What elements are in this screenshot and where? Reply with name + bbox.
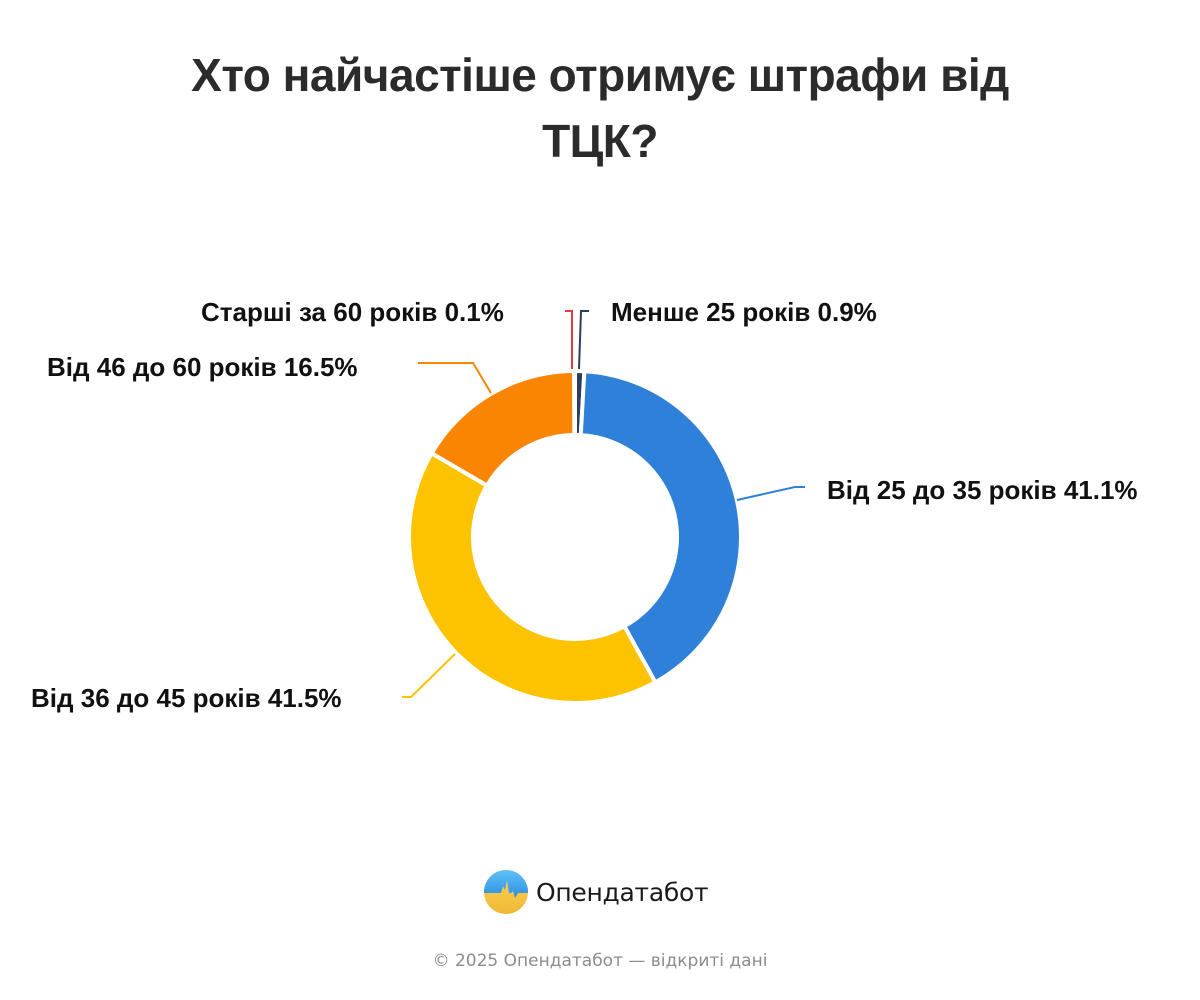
chart-title-line-2: ТЦК?: [542, 115, 658, 167]
label-under-25: Менше 25 років 0.9%: [611, 297, 877, 327]
brand: Опендатабот: [484, 870, 709, 914]
leader-line-46-60: [418, 362, 492, 394]
chart-title-line-1: Хто найчастіше отримує штрафи від: [191, 49, 1009, 101]
leader-line-over60: [565, 310, 573, 369]
label-25-35: Від 25 до 35 років 41.1%: [827, 475, 1138, 505]
label-46-60: Від 46 до 60 років 16.5%: [47, 352, 358, 382]
leader-line-25-35: [736, 486, 805, 501]
leader-line-under25: [578, 310, 589, 370]
footer-copyright: © 2025 Опендатабот — відкриті дані: [432, 951, 768, 971]
opendatabot-logo-icon: [484, 870, 528, 914]
slice-25-35: [578, 369, 743, 685]
donut-slices: [407, 369, 743, 705]
slice-over-60: [573, 370, 576, 436]
slice-36-45: [407, 451, 658, 705]
leader-line-36-45: [402, 653, 456, 698]
brand-name: Опендатабот: [536, 877, 709, 907]
label-36-45: Від 36 до 45 років 41.5%: [31, 683, 342, 713]
label-over-60: Старші за 60 років 0.1%: [201, 297, 504, 327]
chart-title: Хто найчастіше отримує штрафи від ТЦК?: [0, 42, 1200, 174]
